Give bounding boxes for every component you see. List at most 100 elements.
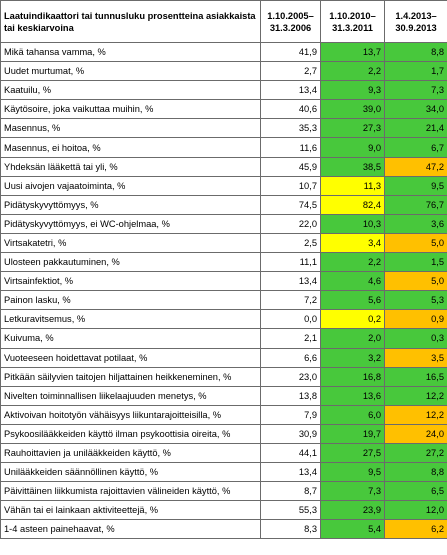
value-2010: 6,0 bbox=[320, 404, 385, 425]
indicator-label: Masennus, ei hoitoa, % bbox=[0, 137, 261, 158]
value-2010: 2,2 bbox=[320, 61, 385, 82]
table-row: Aktivoivan hoitotyön vähäisyys liikuntar… bbox=[0, 404, 447, 425]
indicator-label: Aktivoivan hoitotyön vähäisyys liikuntar… bbox=[0, 404, 261, 425]
indicator-label: Yhdeksän lääkettä tai yli, % bbox=[0, 156, 261, 177]
value-2013: 6,7 bbox=[384, 137, 447, 158]
value-2010: 4,6 bbox=[320, 271, 385, 292]
header-period-2010: 1.10.2010–31.3.2011 bbox=[320, 0, 385, 43]
table-row: Pidätyskyvyttömyys, ei WC-ohjelmaa, % 22,… bbox=[0, 213, 447, 234]
value-2013: 9,5 bbox=[384, 175, 447, 196]
value-2013: 27,2 bbox=[384, 442, 447, 464]
value-2010: 38,5 bbox=[320, 156, 385, 177]
value-2005: 13,8 bbox=[260, 385, 321, 406]
table-row: Pitkään säilyvien taitojen hiljattainen … bbox=[0, 366, 447, 387]
value-2013: 6,5 bbox=[384, 481, 447, 502]
value-2010: 2,2 bbox=[320, 252, 385, 273]
value-2005: 10,7 bbox=[260, 175, 321, 196]
value-2005: 8,7 bbox=[260, 481, 321, 502]
value-2013: 21,4 bbox=[384, 118, 447, 139]
table-row: Kaatuilu, % 13,4 9,3 7,3 bbox=[0, 80, 447, 101]
table-row: Ulosteen pakkautuminen, % 11,1 2,2 1,5 bbox=[0, 252, 447, 273]
value-2013: 1,7 bbox=[384, 61, 447, 82]
indicator-label: Pitkään säilyvien taitojen hiljattainen … bbox=[0, 366, 261, 387]
indicator-label: Uudet murtumat, % bbox=[0, 61, 261, 82]
indicator-label: Pidätyskyvyttömyys, % bbox=[0, 194, 261, 215]
value-2010: 39,0 bbox=[320, 99, 385, 120]
value-2013: 0,3 bbox=[384, 328, 447, 349]
indicator-label: 1-4 asteen painehaavat, % bbox=[0, 519, 261, 540]
value-2013: 6,2 bbox=[384, 519, 447, 540]
value-2005: 7,2 bbox=[260, 290, 321, 311]
value-2010: 27,3 bbox=[320, 118, 385, 139]
value-2005: 7,9 bbox=[260, 404, 321, 425]
value-2013: 5,0 bbox=[384, 232, 447, 254]
value-2005: 13,4 bbox=[260, 80, 321, 101]
value-2010: 11,3 bbox=[320, 175, 385, 196]
table-row: Masennus, ei hoitoa, % 11,6 9,0 6,7 bbox=[0, 137, 447, 158]
value-2013: 8,8 bbox=[384, 41, 447, 63]
value-2005: 8,3 bbox=[260, 519, 321, 540]
value-2005: 11,6 bbox=[260, 137, 321, 158]
value-2005: 13,4 bbox=[260, 462, 321, 483]
value-2010: 16,8 bbox=[320, 366, 385, 387]
value-2013: 1,5 bbox=[384, 252, 447, 273]
value-2005: 11,1 bbox=[260, 252, 321, 273]
table-body: Mikä tahansa vamma, % 41,9 13,7 8,8 Uudet mu… bbox=[0, 41, 447, 540]
value-2005: 41,9 bbox=[260, 41, 321, 63]
value-2010: 7,3 bbox=[320, 481, 385, 502]
value-2013: 47,2 bbox=[384, 156, 447, 177]
value-2005: 40,6 bbox=[260, 99, 321, 120]
value-2005: 35,3 bbox=[260, 118, 321, 139]
value-2013: 5,0 bbox=[384, 271, 447, 292]
indicator-label: Psykoosilääkkeiden käyttö ilman psykoott… bbox=[0, 423, 261, 444]
value-2010: 9,5 bbox=[320, 462, 385, 483]
value-2010: 82,4 bbox=[320, 194, 385, 215]
table-row: Päivittäinen liikkumista rajoittavien vä… bbox=[0, 481, 447, 502]
indicator-label: Kaatuilu, % bbox=[0, 80, 261, 101]
header-period-2013: 1.4.2013–30.9.2013 bbox=[384, 0, 447, 43]
table-row: Unilääkkeiden säännöllinen käyttö, % 13,4… bbox=[0, 462, 447, 483]
value-2005: 22,0 bbox=[260, 213, 321, 234]
value-2010: 3,4 bbox=[320, 232, 385, 254]
indicator-label: Rauhoittavien ja unilääkkeiden käyttö, % bbox=[0, 442, 261, 464]
value-2005: 2,7 bbox=[260, 61, 321, 82]
table-row: Pidätyskyvyttömyys, % 74,5 82,4 76,7 bbox=[0, 194, 447, 215]
value-2005: 23,0 bbox=[260, 366, 321, 387]
value-2013: 12,2 bbox=[384, 404, 447, 425]
indicator-label: Käytösoire, joka vaikuttaa muihin, % bbox=[0, 99, 261, 120]
value-2013: 0,9 bbox=[384, 309, 447, 330]
value-2010: 19,7 bbox=[320, 423, 385, 444]
value-2010: 5,6 bbox=[320, 290, 385, 311]
table-row: Vuoteeseen hoidettavat potilaat, % 6,6 3,2… bbox=[0, 347, 447, 368]
value-2013: 12,0 bbox=[384, 500, 447, 521]
value-2005: 0,0 bbox=[260, 309, 321, 330]
indicator-label: Painon lasku, % bbox=[0, 290, 261, 311]
indicator-label: Nivelten toiminnallisen liikelaajuuden m… bbox=[0, 385, 261, 406]
indicator-label: Mikä tahansa vamma, % bbox=[0, 41, 261, 63]
value-2005: 2,1 bbox=[260, 328, 321, 349]
value-2013: 24,0 bbox=[384, 423, 447, 444]
indicator-label: Kuivuma, % bbox=[0, 328, 261, 349]
table-row: Virtsakatetri, % 2,5 3,4 5,0 bbox=[0, 232, 447, 254]
value-2010: 5,4 bbox=[320, 519, 385, 540]
value-2013: 34,0 bbox=[384, 99, 447, 120]
value-2005: 2,5 bbox=[260, 232, 321, 254]
indicator-label: Letkuravitsemus, % bbox=[0, 309, 261, 330]
table-row: Uudet murtumat, % 2,7 2,2 1,7 bbox=[0, 61, 447, 82]
indicator-label: Unilääkkeiden säännöllinen käyttö, % bbox=[0, 462, 261, 483]
table-row: Yhdeksän lääkettä tai yli, % 45,9 38,5 47,2 bbox=[0, 156, 447, 177]
value-2010: 23,9 bbox=[320, 500, 385, 521]
value-2010: 2,0 bbox=[320, 328, 385, 349]
table-row: Masennus, % 35,3 27,3 21,4 bbox=[0, 118, 447, 139]
indicator-label: Vuoteeseen hoidettavat potilaat, % bbox=[0, 347, 261, 368]
value-2013: 8,8 bbox=[384, 462, 447, 483]
value-2013: 76,7 bbox=[384, 194, 447, 215]
indicator-label: Masennus, % bbox=[0, 118, 261, 139]
value-2013: 3,5 bbox=[384, 347, 447, 368]
indicator-label: Päivittäinen liikkumista rajoittavien vä… bbox=[0, 481, 261, 502]
value-2010: 13,6 bbox=[320, 385, 385, 406]
value-2005: 30,9 bbox=[260, 423, 321, 444]
table-row: Painon lasku, % 7,2 5,6 5,3 bbox=[0, 290, 447, 311]
value-2010: 3,2 bbox=[320, 347, 385, 368]
indicator-label: Ulosteen pakkautuminen, % bbox=[0, 252, 261, 273]
